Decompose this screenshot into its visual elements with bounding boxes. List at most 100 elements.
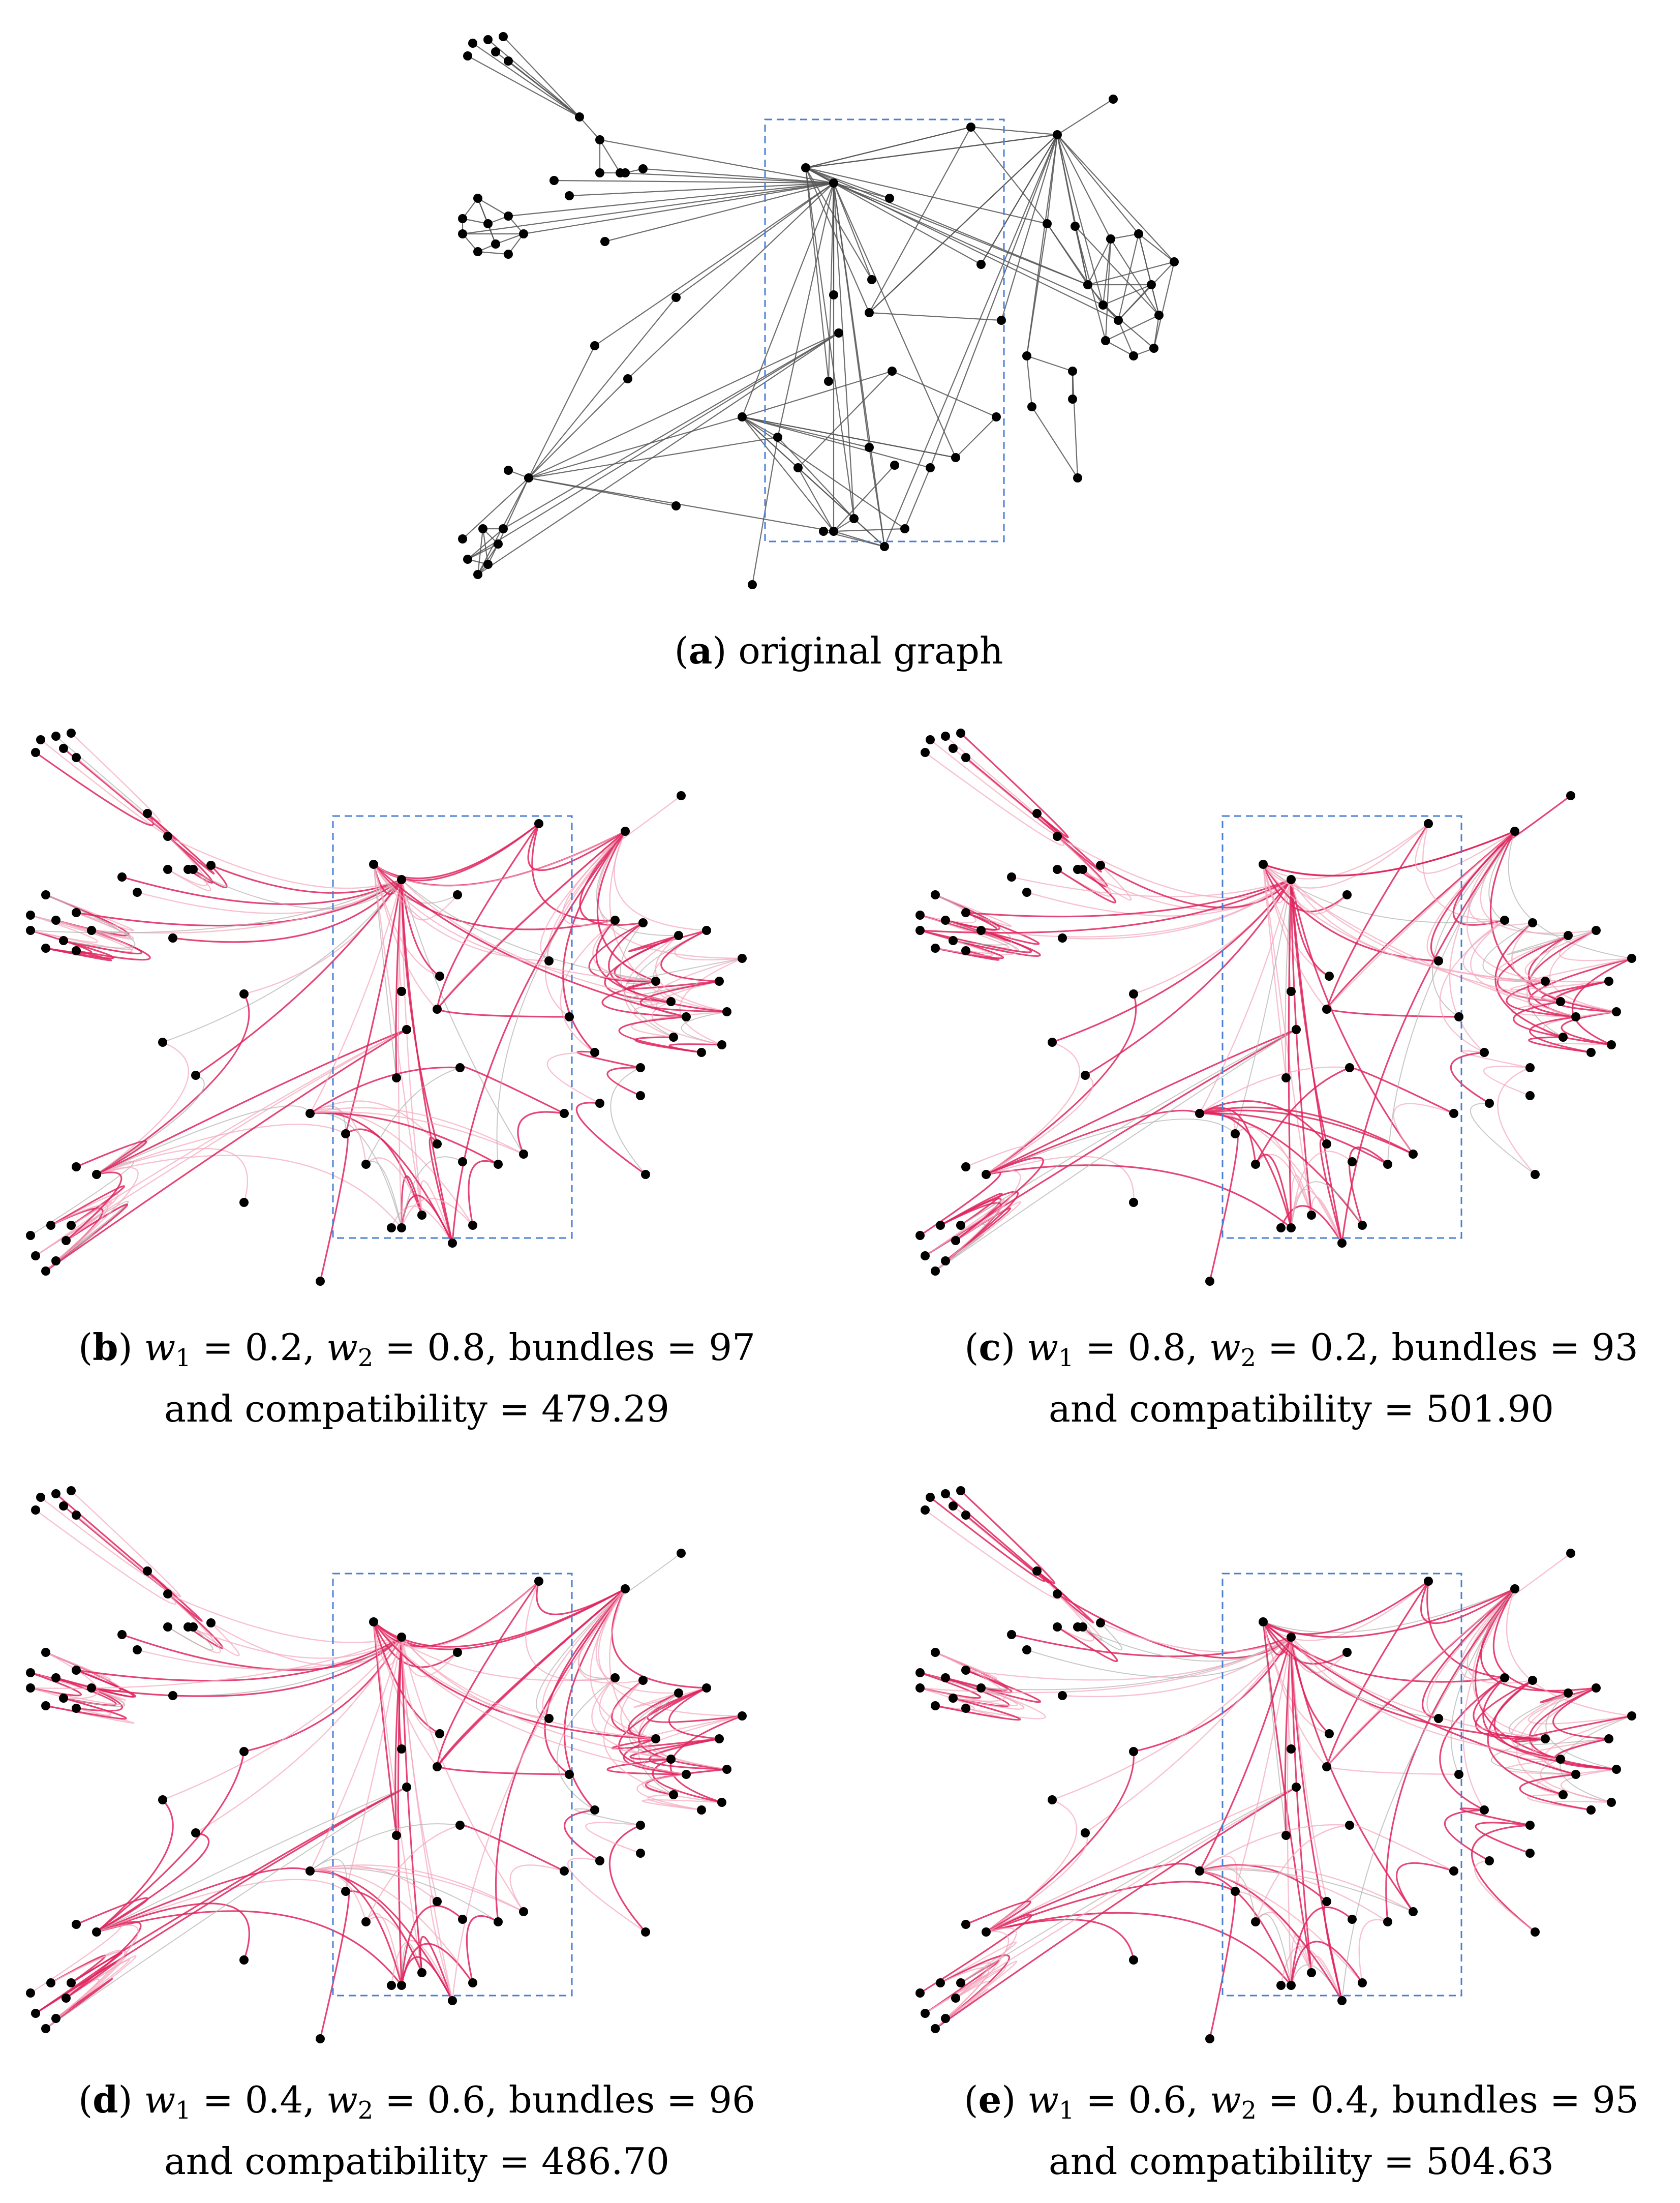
graph-node — [671, 293, 681, 302]
graph-node — [1604, 1734, 1613, 1743]
bundled-edge — [920, 929, 1032, 953]
graph-node — [1424, 1577, 1433, 1586]
graph-node — [829, 290, 838, 299]
graph-node — [504, 466, 513, 475]
graph-node — [1083, 280, 1092, 289]
graph-node — [549, 176, 559, 185]
graph-node — [982, 1927, 991, 1937]
graph-node — [534, 1577, 543, 1586]
graph-node — [397, 1744, 406, 1754]
graph-edge — [805, 167, 890, 199]
bundled-edge — [401, 1156, 463, 1228]
bundled-edge — [45, 1924, 139, 2029]
graph-node — [455, 1063, 465, 1072]
bundled-edge — [1462, 919, 1546, 982]
graph-node — [239, 989, 249, 999]
graph-node — [397, 1633, 406, 1642]
bundled-edge — [429, 1136, 453, 1244]
graph-node — [976, 260, 986, 269]
graph-node — [824, 377, 833, 386]
bundled-edge — [401, 1637, 423, 1973]
bundled-edge — [1319, 1138, 1343, 1244]
bundled-edge — [935, 894, 1012, 927]
graph-node — [702, 926, 711, 935]
graph-edge — [742, 416, 834, 532]
graph-node — [369, 860, 378, 869]
bundled-edge — [401, 879, 671, 1003]
bundled-edge — [76, 912, 134, 940]
graph-node — [143, 809, 152, 818]
bundled-edge — [1255, 1913, 1292, 1986]
graph-edge — [528, 378, 628, 478]
graph-node — [491, 239, 500, 249]
graph-node — [51, 732, 60, 741]
graph-edge — [1105, 315, 1159, 341]
graph-node — [682, 1770, 691, 1779]
bundled-edge — [71, 1029, 407, 1226]
bundled-edge — [71, 1786, 407, 1984]
bundled-edge — [960, 1787, 1297, 1983]
bundled-edge — [1199, 1856, 1238, 1892]
graph-edge — [1150, 284, 1160, 316]
graph-node — [600, 237, 609, 246]
graph-node — [435, 1729, 444, 1738]
graph-node — [921, 1505, 930, 1515]
bundled-edge — [562, 831, 626, 926]
bundled-edge — [310, 1066, 461, 1114]
caption-b: (b) w1 = 0.2, w2 = 0.8, bundles = 97 and… — [78, 1325, 755, 1430]
graph-node — [1043, 219, 1052, 228]
graph-node — [468, 39, 477, 48]
bundled-edge — [96, 1799, 174, 1933]
graph-edge — [477, 198, 509, 217]
bundled-edge — [1519, 1773, 1592, 1811]
graph-edge — [1075, 226, 1159, 316]
graph-node — [931, 1648, 940, 1657]
bundled-edge — [1518, 1738, 1609, 1760]
bundled-edge — [546, 1051, 600, 1104]
graph-node — [1129, 1198, 1138, 1207]
bundled-edge — [965, 929, 1018, 955]
graph-node — [46, 1221, 55, 1230]
graph-node — [458, 534, 467, 544]
graph-node — [458, 1915, 467, 1924]
graph-node — [1559, 1790, 1568, 1799]
bundled-edge — [1100, 1622, 1292, 1652]
bundled-edge — [1513, 1001, 1612, 1046]
bundled-edge — [1326, 831, 1515, 1010]
bundled-edge — [1474, 1588, 1561, 1760]
graph-node — [931, 1701, 940, 1710]
graph-node — [468, 1978, 477, 1987]
bundled-edge — [310, 1107, 524, 1155]
bundled-edge — [451, 831, 626, 1244]
graph-node — [392, 1831, 401, 1840]
graph-node — [26, 1231, 35, 1240]
graph-node — [1612, 1007, 1621, 1016]
bundled-edge — [1199, 1864, 1328, 1903]
graph-node — [1434, 1714, 1443, 1723]
bundled-edge — [1471, 1824, 1536, 1933]
bundled-edge — [35, 1029, 407, 1257]
bundled-edge — [596, 831, 656, 982]
bundled-edge — [1263, 1588, 1515, 1633]
graph-node — [158, 1795, 167, 1804]
graph-edge — [1087, 261, 1175, 286]
bundled-edge — [1326, 1008, 1459, 1018]
panel-a — [447, 20, 1189, 620]
graph-node — [41, 1266, 50, 1276]
graph-node — [1383, 1917, 1392, 1926]
graph-node — [499, 524, 508, 533]
bundled-edge — [588, 922, 656, 982]
graph-node — [163, 832, 172, 841]
bundled-edge — [527, 823, 626, 871]
graph-node — [1147, 280, 1156, 289]
graph-node — [961, 1704, 970, 1713]
bundled-edge — [1199, 1637, 1292, 1872]
bundled-edge — [1199, 1824, 1350, 1872]
graph-node — [697, 1805, 706, 1815]
graph-node — [715, 1734, 724, 1743]
bundled-edge — [955, 1157, 1044, 1242]
graph-edge — [1047, 223, 1104, 306]
graph-e — [915, 1486, 1636, 2043]
bundled-edge — [66, 1921, 142, 1999]
bundled-edge — [76, 757, 174, 838]
